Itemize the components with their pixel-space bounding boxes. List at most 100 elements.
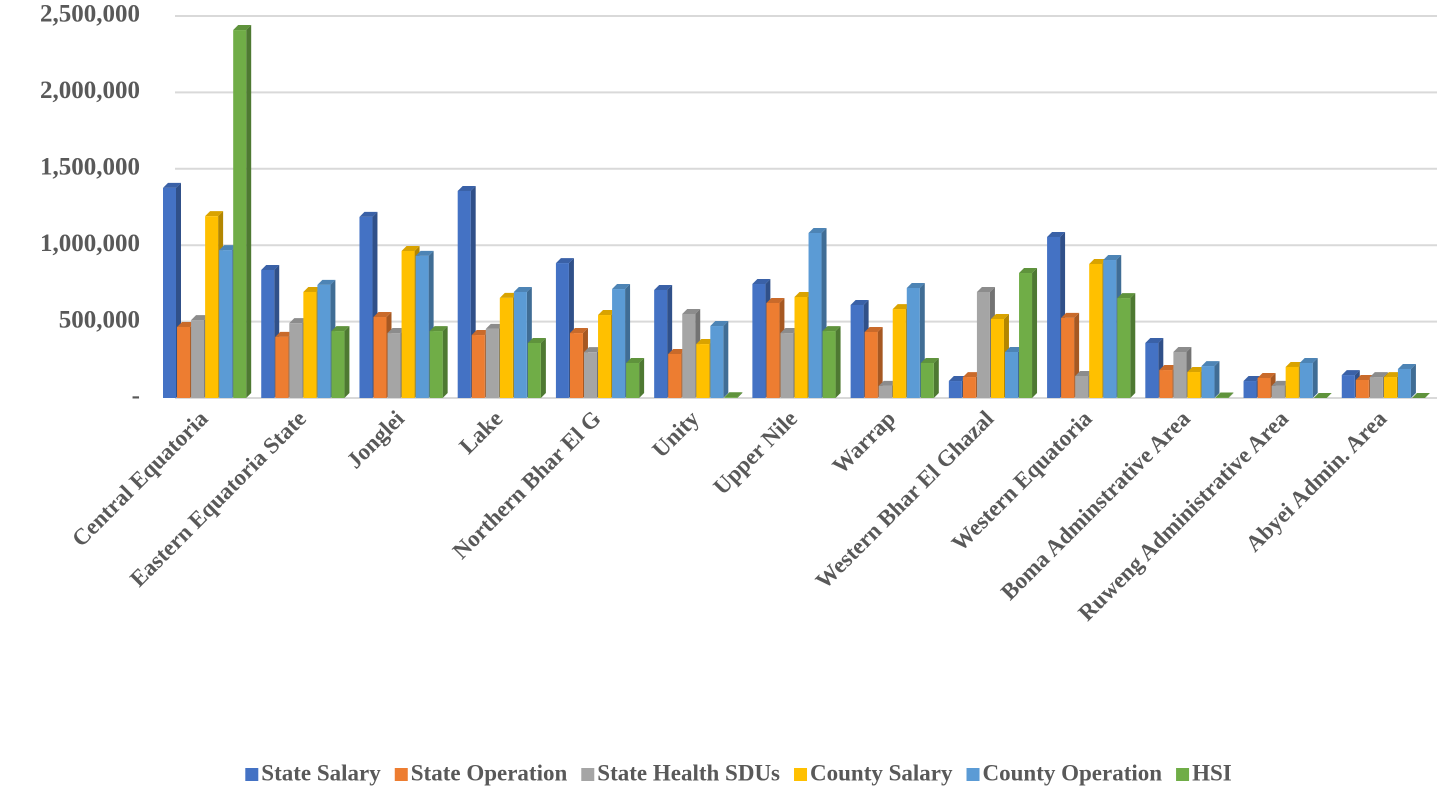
y-tick-label: 500,000 (59, 306, 140, 333)
legend-swatch (581, 768, 595, 781)
bar-top (457, 185, 476, 191)
bar (275, 336, 289, 398)
bar-side (933, 358, 939, 398)
bar-side (344, 326, 350, 398)
bar-top (1313, 393, 1332, 398)
x-tick-label: Ruweng Administrative Area (1073, 406, 1293, 626)
x-tick-label: Upper Nile (708, 406, 802, 500)
bar-top (1271, 380, 1290, 386)
bar-top (654, 284, 673, 290)
bar (948, 381, 962, 398)
bar (261, 269, 275, 398)
y-tick-label: 1,500,000 (40, 154, 140, 181)
bar (471, 335, 485, 398)
x-tick-label: Western Bhar El Ghazal (811, 406, 999, 594)
bar (331, 331, 345, 398)
bar (780, 333, 794, 398)
legend-swatch (1176, 768, 1190, 781)
bar-top (724, 392, 743, 398)
bar-top (864, 326, 883, 332)
bar (205, 216, 219, 398)
bar-top (1089, 258, 1108, 264)
bar-top (794, 291, 813, 297)
bar-top (948, 376, 967, 382)
bar-top (1243, 376, 1262, 382)
bar (401, 251, 415, 398)
legend-swatch (794, 768, 808, 781)
y-tick-label: - (132, 383, 140, 410)
bar-top (1047, 231, 1066, 237)
bar (1173, 352, 1187, 398)
x-tick-label: Lake (454, 406, 507, 459)
bar-top (1341, 370, 1360, 376)
bar-top (401, 246, 420, 252)
bar (1341, 375, 1355, 398)
bar (1061, 317, 1075, 398)
bar (429, 331, 443, 398)
bar-top (1201, 361, 1220, 367)
bar-top (850, 299, 869, 305)
bar-top (1075, 370, 1094, 376)
bar-top (331, 326, 350, 332)
bar (163, 187, 176, 398)
x-tick-label: Warrap (827, 406, 900, 479)
bar-top (752, 279, 771, 285)
bar (457, 190, 471, 398)
bar (612, 289, 626, 398)
bar (1159, 370, 1173, 398)
bar (892, 309, 906, 398)
bar-top (584, 347, 602, 353)
bar-top (513, 286, 532, 292)
bar-top (219, 245, 238, 251)
bar (569, 333, 583, 398)
bar (359, 216, 373, 398)
bar-top (1383, 372, 1402, 378)
bar (485, 328, 499, 398)
bar-top (1411, 393, 1430, 398)
bar-top (906, 282, 925, 288)
bar-top (626, 358, 645, 364)
bar (794, 296, 808, 398)
bar-top (598, 310, 617, 316)
bar (1201, 366, 1215, 398)
bar-top (1019, 268, 1038, 274)
bar-top (1117, 293, 1136, 299)
bar (822, 331, 836, 398)
bar (513, 291, 527, 398)
bar-top (1397, 363, 1416, 369)
bar (682, 313, 696, 398)
bar-side (1032, 268, 1038, 398)
bar (1285, 366, 1299, 398)
bar-top (1005, 347, 1023, 353)
bar (219, 250, 233, 398)
bar (752, 284, 766, 398)
bar (233, 30, 247, 399)
legend-swatch (245, 768, 259, 781)
legend: State Salary State Operation State Health … (245, 760, 1232, 785)
bar-top (710, 321, 729, 327)
bar-side (246, 25, 252, 399)
bar (766, 302, 780, 398)
bar (976, 291, 990, 398)
bar-top (485, 323, 504, 329)
bar-top (696, 339, 715, 345)
bar-top (668, 348, 687, 354)
bar (1369, 377, 1383, 398)
bar (990, 319, 1004, 398)
bar-top (1285, 361, 1304, 367)
bar (724, 397, 738, 398)
bar-top (780, 328, 799, 334)
bar-side (639, 358, 645, 398)
bar-top (261, 264, 280, 270)
bar-top (962, 372, 981, 378)
bar-top (878, 380, 897, 386)
bar (1243, 381, 1257, 398)
bar-top (499, 292, 518, 298)
bar-side (1312, 358, 1318, 398)
legend-label: State Salary (261, 760, 381, 785)
bar-top (976, 286, 995, 292)
bar (1145, 342, 1159, 398)
bar (555, 263, 569, 398)
y-tick-label: 2,000,000 (40, 77, 140, 104)
bar-side (1410, 363, 1416, 398)
